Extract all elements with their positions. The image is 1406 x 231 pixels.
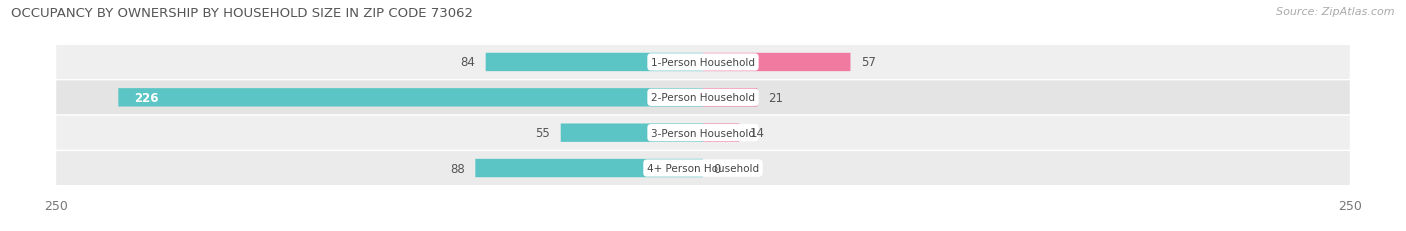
Text: 57: 57: [860, 56, 876, 69]
Text: 0: 0: [713, 162, 721, 175]
FancyBboxPatch shape: [475, 159, 703, 177]
Text: 4+ Person Household: 4+ Person Household: [647, 163, 759, 173]
FancyBboxPatch shape: [703, 124, 740, 142]
Text: 88: 88: [450, 162, 465, 175]
FancyBboxPatch shape: [56, 116, 1350, 150]
Text: 55: 55: [536, 127, 550, 140]
Text: OCCUPANCY BY OWNERSHIP BY HOUSEHOLD SIZE IN ZIP CODE 73062: OCCUPANCY BY OWNERSHIP BY HOUSEHOLD SIZE…: [11, 7, 474, 20]
FancyBboxPatch shape: [118, 89, 703, 107]
Text: 226: 226: [134, 91, 159, 104]
Text: 2-Person Household: 2-Person Household: [651, 93, 755, 103]
Text: 84: 84: [461, 56, 475, 69]
FancyBboxPatch shape: [56, 151, 1350, 185]
Text: 1-Person Household: 1-Person Household: [651, 58, 755, 68]
FancyBboxPatch shape: [485, 54, 703, 72]
FancyBboxPatch shape: [703, 54, 851, 72]
FancyBboxPatch shape: [561, 124, 703, 142]
FancyBboxPatch shape: [56, 81, 1350, 115]
Text: Source: ZipAtlas.com: Source: ZipAtlas.com: [1277, 7, 1395, 17]
Text: 21: 21: [768, 91, 783, 104]
FancyBboxPatch shape: [703, 89, 758, 107]
FancyBboxPatch shape: [56, 46, 1350, 80]
Text: 14: 14: [749, 127, 765, 140]
Text: 3-Person Household: 3-Person Household: [651, 128, 755, 138]
